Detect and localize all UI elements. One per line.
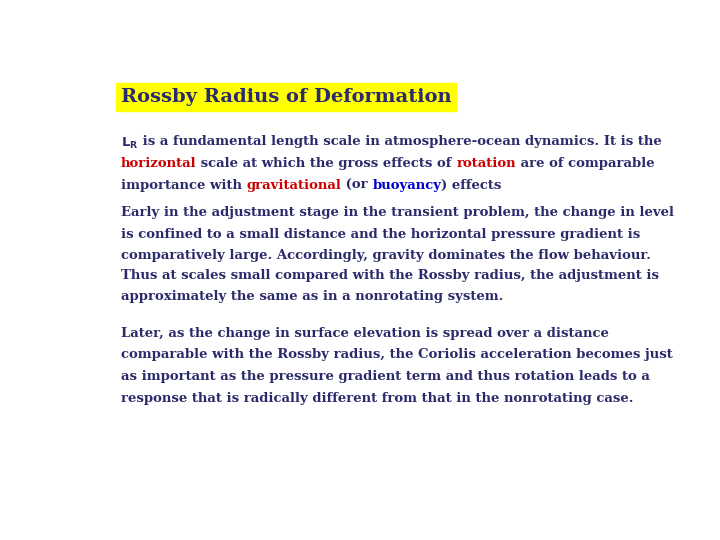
Text: Thus at scales small compared with the Rossby radius, the adjustment is: Thus at scales small compared with the R…	[121, 268, 659, 281]
Text: importance with: importance with	[121, 179, 246, 192]
Text: scale at which the gross effects of: scale at which the gross effects of	[197, 157, 456, 170]
Text: comparable with the Rossby radius, the Coriolis acceleration becomes just: comparable with the Rossby radius, the C…	[121, 348, 672, 361]
Text: is a fundamental length scale in atmosphere-ocean dynamics. It is the: is a fundamental length scale in atmosph…	[138, 136, 662, 148]
Text: ) effects: ) effects	[441, 179, 502, 192]
Text: is confined to a small distance and the horizontal pressure gradient is: is confined to a small distance and the …	[121, 228, 640, 241]
Text: rotation: rotation	[456, 157, 516, 170]
Text: as important as the pressure gradient term and thus rotation leads to a: as important as the pressure gradient te…	[121, 370, 649, 383]
Text: are of comparable: are of comparable	[516, 157, 654, 170]
Text: comparatively large. Accordingly, gravity dominates the flow behaviour.: comparatively large. Accordingly, gravit…	[121, 249, 651, 262]
Text: gravitational: gravitational	[246, 179, 341, 192]
Text: approximately the same as in a nonrotating system.: approximately the same as in a nonrotati…	[121, 290, 503, 303]
Text: Early in the adjustment stage in the transient problem, the change in level: Early in the adjustment stage in the tra…	[121, 206, 674, 219]
Text: buoyancy: buoyancy	[372, 179, 441, 192]
Text: $\mathbf{L_R}$: $\mathbf{L_R}$	[121, 136, 138, 151]
Text: Later, as the change in surface elevation is spread over a distance: Later, as the change in surface elevatio…	[121, 327, 608, 340]
Text: (or: (or	[341, 179, 372, 192]
Text: Rossby Radius of Deformation: Rossby Radius of Deformation	[121, 87, 451, 106]
Text: response that is radically different from that in the nonrotating case.: response that is radically different fro…	[121, 392, 633, 404]
Text: horizontal: horizontal	[121, 157, 197, 170]
